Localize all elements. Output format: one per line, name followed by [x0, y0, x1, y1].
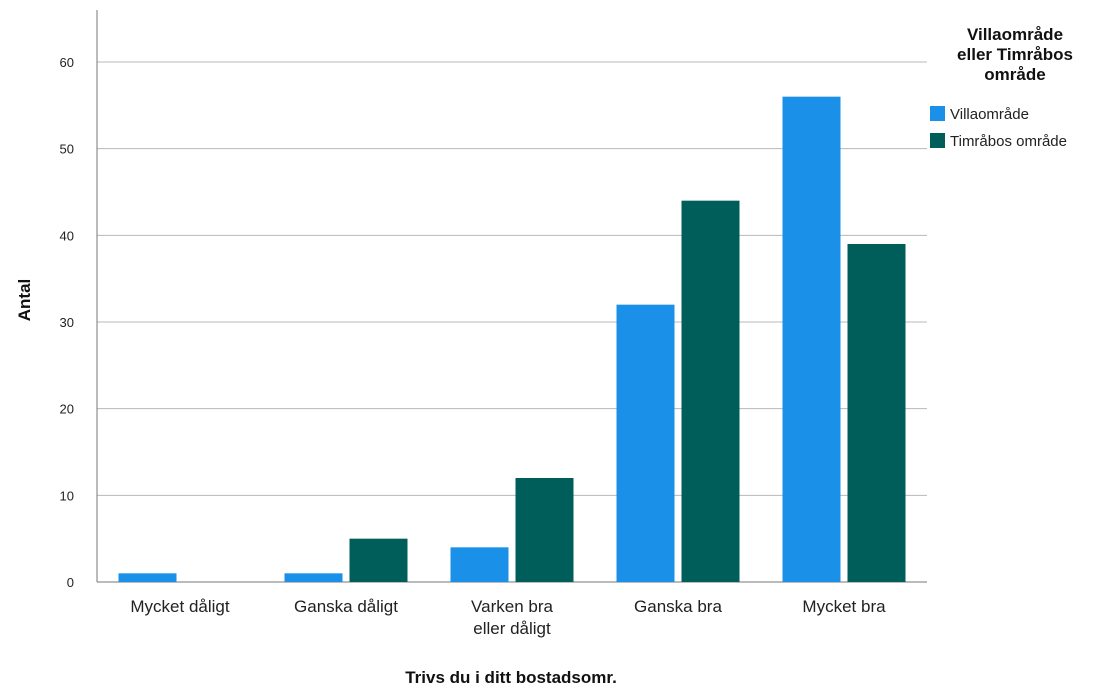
- y-tick-label: 20: [60, 402, 74, 417]
- y-tick-label: 60: [60, 55, 74, 70]
- legend-title: Villaområde: [967, 25, 1063, 44]
- bar-villaomrade: [118, 573, 177, 582]
- x-category-label: Mycket bra: [802, 597, 886, 616]
- x-category-label: Varken bra: [471, 597, 553, 616]
- legend-title: område: [984, 65, 1045, 84]
- bars: [118, 96, 906, 583]
- bar-villaomrade: [450, 547, 509, 582]
- x-category-label: Mycket dåligt: [130, 597, 229, 616]
- legend-label: Villaområde: [950, 106, 1029, 123]
- x-category-labels: Mycket dåligt Ganska dåligt Varken bra elle…: [130, 597, 886, 638]
- y-tick-label: 0: [67, 575, 74, 590]
- bar-timrabos-omrade: [847, 244, 906, 582]
- bar-timrabos-omrade: [515, 478, 574, 582]
- x-category-label: eller dåligt: [473, 619, 551, 638]
- y-axis-title: Antal: [15, 279, 34, 322]
- bar-villaomrade: [284, 573, 343, 582]
- x-axis-title: Trivs du i ditt bostadsomr.: [405, 668, 617, 687]
- legend-title: eller Timråbos: [957, 45, 1073, 64]
- bar-timrabos-omrade: [681, 200, 740, 582]
- y-tick-label: 50: [60, 142, 74, 157]
- y-tick-labels: 0 10 20 30 40 50 60: [60, 55, 74, 590]
- legend-swatch: [930, 133, 945, 148]
- legend-label: Timråbos område: [950, 133, 1067, 150]
- bar-villaomrade: [616, 304, 675, 582]
- y-tick-label: 10: [60, 488, 74, 503]
- y-tick-label: 40: [60, 228, 74, 243]
- x-category-label: Ganska bra: [634, 597, 722, 616]
- bar-timrabos-omrade: [349, 538, 408, 582]
- legend-swatch: [930, 106, 945, 121]
- y-tick-label: 30: [60, 315, 74, 330]
- x-category-label: Ganska dåligt: [294, 597, 398, 616]
- bar-villaomrade: [782, 96, 841, 583]
